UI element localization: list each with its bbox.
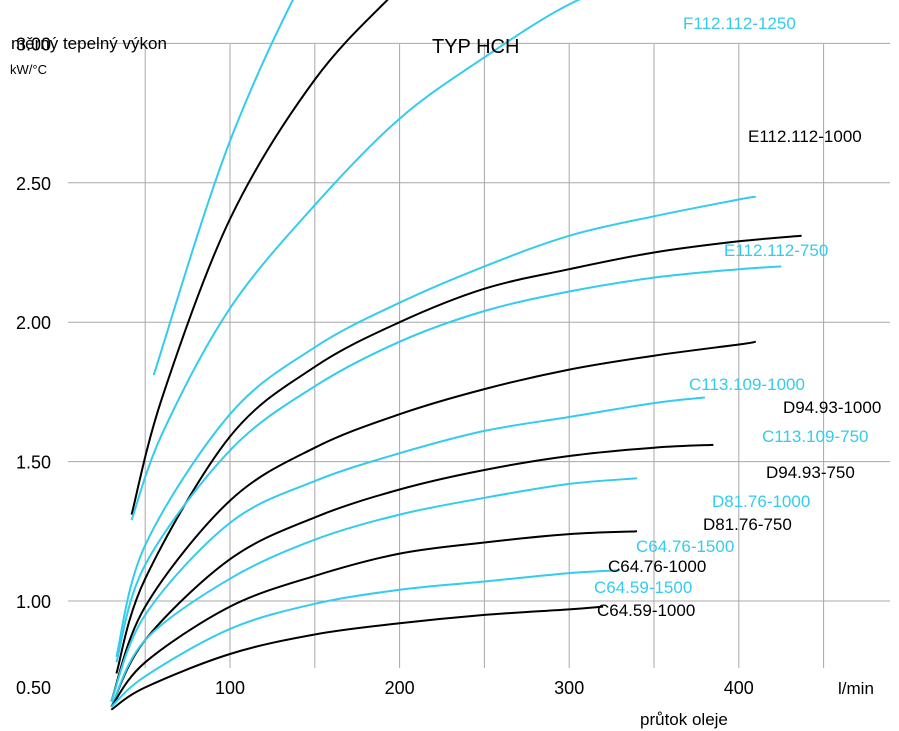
series-labels: F112.112-1250 E112.112-1000 E112.112-750 C1… xyxy=(594,14,881,620)
x-axis-title: průtok oleje xyxy=(640,710,728,729)
series-lines xyxy=(110,0,802,711)
series-line xyxy=(152,0,294,376)
series-line xyxy=(110,443,714,708)
series-label: C64.76-1000 xyxy=(608,557,706,576)
series-label: D81.76-750 xyxy=(703,515,792,534)
y-tick-label: 1.00 xyxy=(16,592,51,612)
series-label: E112.112-750 xyxy=(724,241,828,260)
series-label: D94.93-750 xyxy=(766,463,855,482)
series-label: D94.93-1000 xyxy=(783,398,881,417)
series-label: F112.112-1250 xyxy=(683,14,796,33)
x-tick-label: 400 xyxy=(724,678,754,698)
series-line xyxy=(115,195,756,658)
chart-title: TYP HCH xyxy=(432,36,520,58)
series-line xyxy=(110,477,638,708)
series-line xyxy=(130,0,581,521)
series-line xyxy=(110,530,638,708)
series-line xyxy=(110,569,621,708)
grid xyxy=(68,42,890,668)
series-label: C113.109-1000 xyxy=(689,375,805,394)
series-label: C64.76-1500 xyxy=(636,537,734,556)
x-tick-label: 200 xyxy=(385,678,415,698)
x-tick-label: 300 xyxy=(554,678,584,698)
y-tick-label: 0.50 xyxy=(16,678,51,698)
series-line xyxy=(110,396,706,702)
series-line xyxy=(110,605,604,711)
x-axis-unit: l/min xyxy=(838,679,874,698)
series-line xyxy=(115,234,802,674)
series-line xyxy=(130,0,389,515)
y-axis-title: měrný tepelný výkon xyxy=(11,34,167,53)
series-label: C64.59-1000 xyxy=(597,601,695,620)
series-label: E112.112-1000 xyxy=(748,127,862,146)
x-tick-labels: 100 200 300 400 xyxy=(215,678,754,698)
series-label: C113.109-750 xyxy=(762,427,869,446)
series-line xyxy=(110,340,756,702)
y-tick-label: 3.00 xyxy=(16,34,51,54)
series-line xyxy=(115,265,782,663)
y-tick-label: 1.50 xyxy=(16,453,51,473)
y-tick-label: 2.00 xyxy=(16,313,51,333)
y-tick-labels: 0.501.001.502.002.503.003.504.004.50 xyxy=(16,34,51,698)
y-tick-label: 2.50 xyxy=(16,174,51,194)
series-label: C64.59-1500 xyxy=(594,578,692,597)
x-tick-label: 100 xyxy=(215,678,245,698)
series-label: D81.76-1000 xyxy=(712,492,810,511)
y-axis-unit: kW/°C xyxy=(10,62,47,77)
